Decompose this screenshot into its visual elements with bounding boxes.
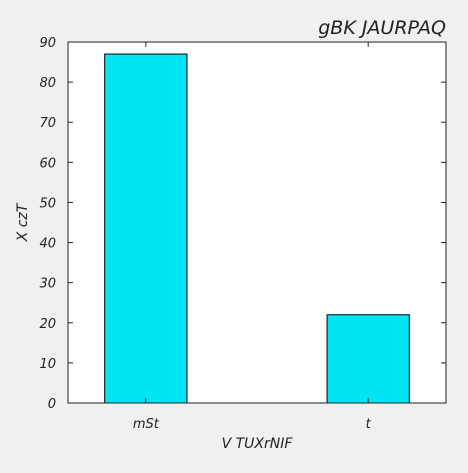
plot-frame bbox=[67, 41, 447, 404]
y-tick-label: 20 bbox=[39, 317, 56, 332]
bars-group bbox=[104, 53, 410, 404]
x-tick-label: t bbox=[366, 417, 372, 432]
bar-t bbox=[326, 314, 410, 404]
y-tick-label: 60 bbox=[39, 156, 56, 171]
ticks-group: mSt t 0 10 20 30 40 50 60 70 80 90 bbox=[39, 36, 446, 432]
y-tick-label: 30 bbox=[39, 277, 56, 292]
bar-mSt bbox=[104, 53, 188, 404]
y-axis-label: X czT bbox=[15, 202, 31, 242]
y-tick-label: 70 bbox=[39, 116, 56, 131]
y-tick-label: 40 bbox=[39, 237, 56, 252]
chart-title: gBK JAURPAQ bbox=[318, 17, 446, 39]
y-tick-label: 80 bbox=[39, 76, 56, 91]
y-tick-label: 50 bbox=[39, 196, 56, 211]
y-tick-label: 0 bbox=[48, 397, 56, 412]
y-tick-label: 90 bbox=[39, 36, 56, 51]
x-tick-label: mSt bbox=[133, 417, 160, 432]
y-tick-label: 10 bbox=[39, 357, 56, 372]
x-axis-label: V TUXrNIF bbox=[222, 436, 294, 452]
